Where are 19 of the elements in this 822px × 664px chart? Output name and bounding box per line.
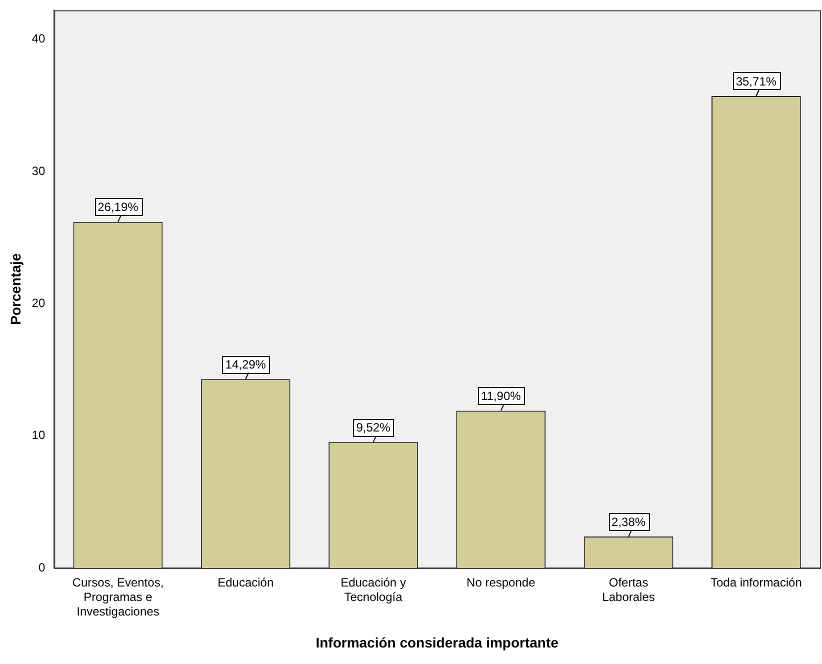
y-axis-title: Porcentaje bbox=[7, 253, 24, 325]
data-label: 35,71% bbox=[736, 74, 777, 88]
data-label: 2,38% bbox=[612, 514, 646, 529]
y-tick-label: 0 bbox=[38, 560, 46, 574]
x-axis-title: Información considerada importante bbox=[316, 634, 559, 650]
x-tick-label: Ofertas Laborales bbox=[602, 576, 655, 604]
y-tick-label: 20 bbox=[32, 296, 46, 310]
y-tick-label: 40 bbox=[32, 32, 46, 46]
x-tick-label: Cursos, Eventos, Programas e Investigaciones bbox=[72, 576, 164, 618]
data-label: 11,90% bbox=[480, 389, 522, 404]
x-tick-label: Educación y Tecnología bbox=[340, 576, 406, 604]
x-tick-label: Educación bbox=[218, 576, 274, 590]
x-tick-label: No responde bbox=[466, 576, 536, 590]
y-tick-label: 30 bbox=[32, 164, 46, 178]
x-tick-label: Toda información bbox=[710, 576, 802, 590]
data-label: 14,29% bbox=[225, 357, 266, 372]
y-tick-label: 10 bbox=[32, 428, 46, 442]
data-label: 9,52% bbox=[356, 420, 391, 434]
data-label: 26,19% bbox=[98, 200, 139, 214]
